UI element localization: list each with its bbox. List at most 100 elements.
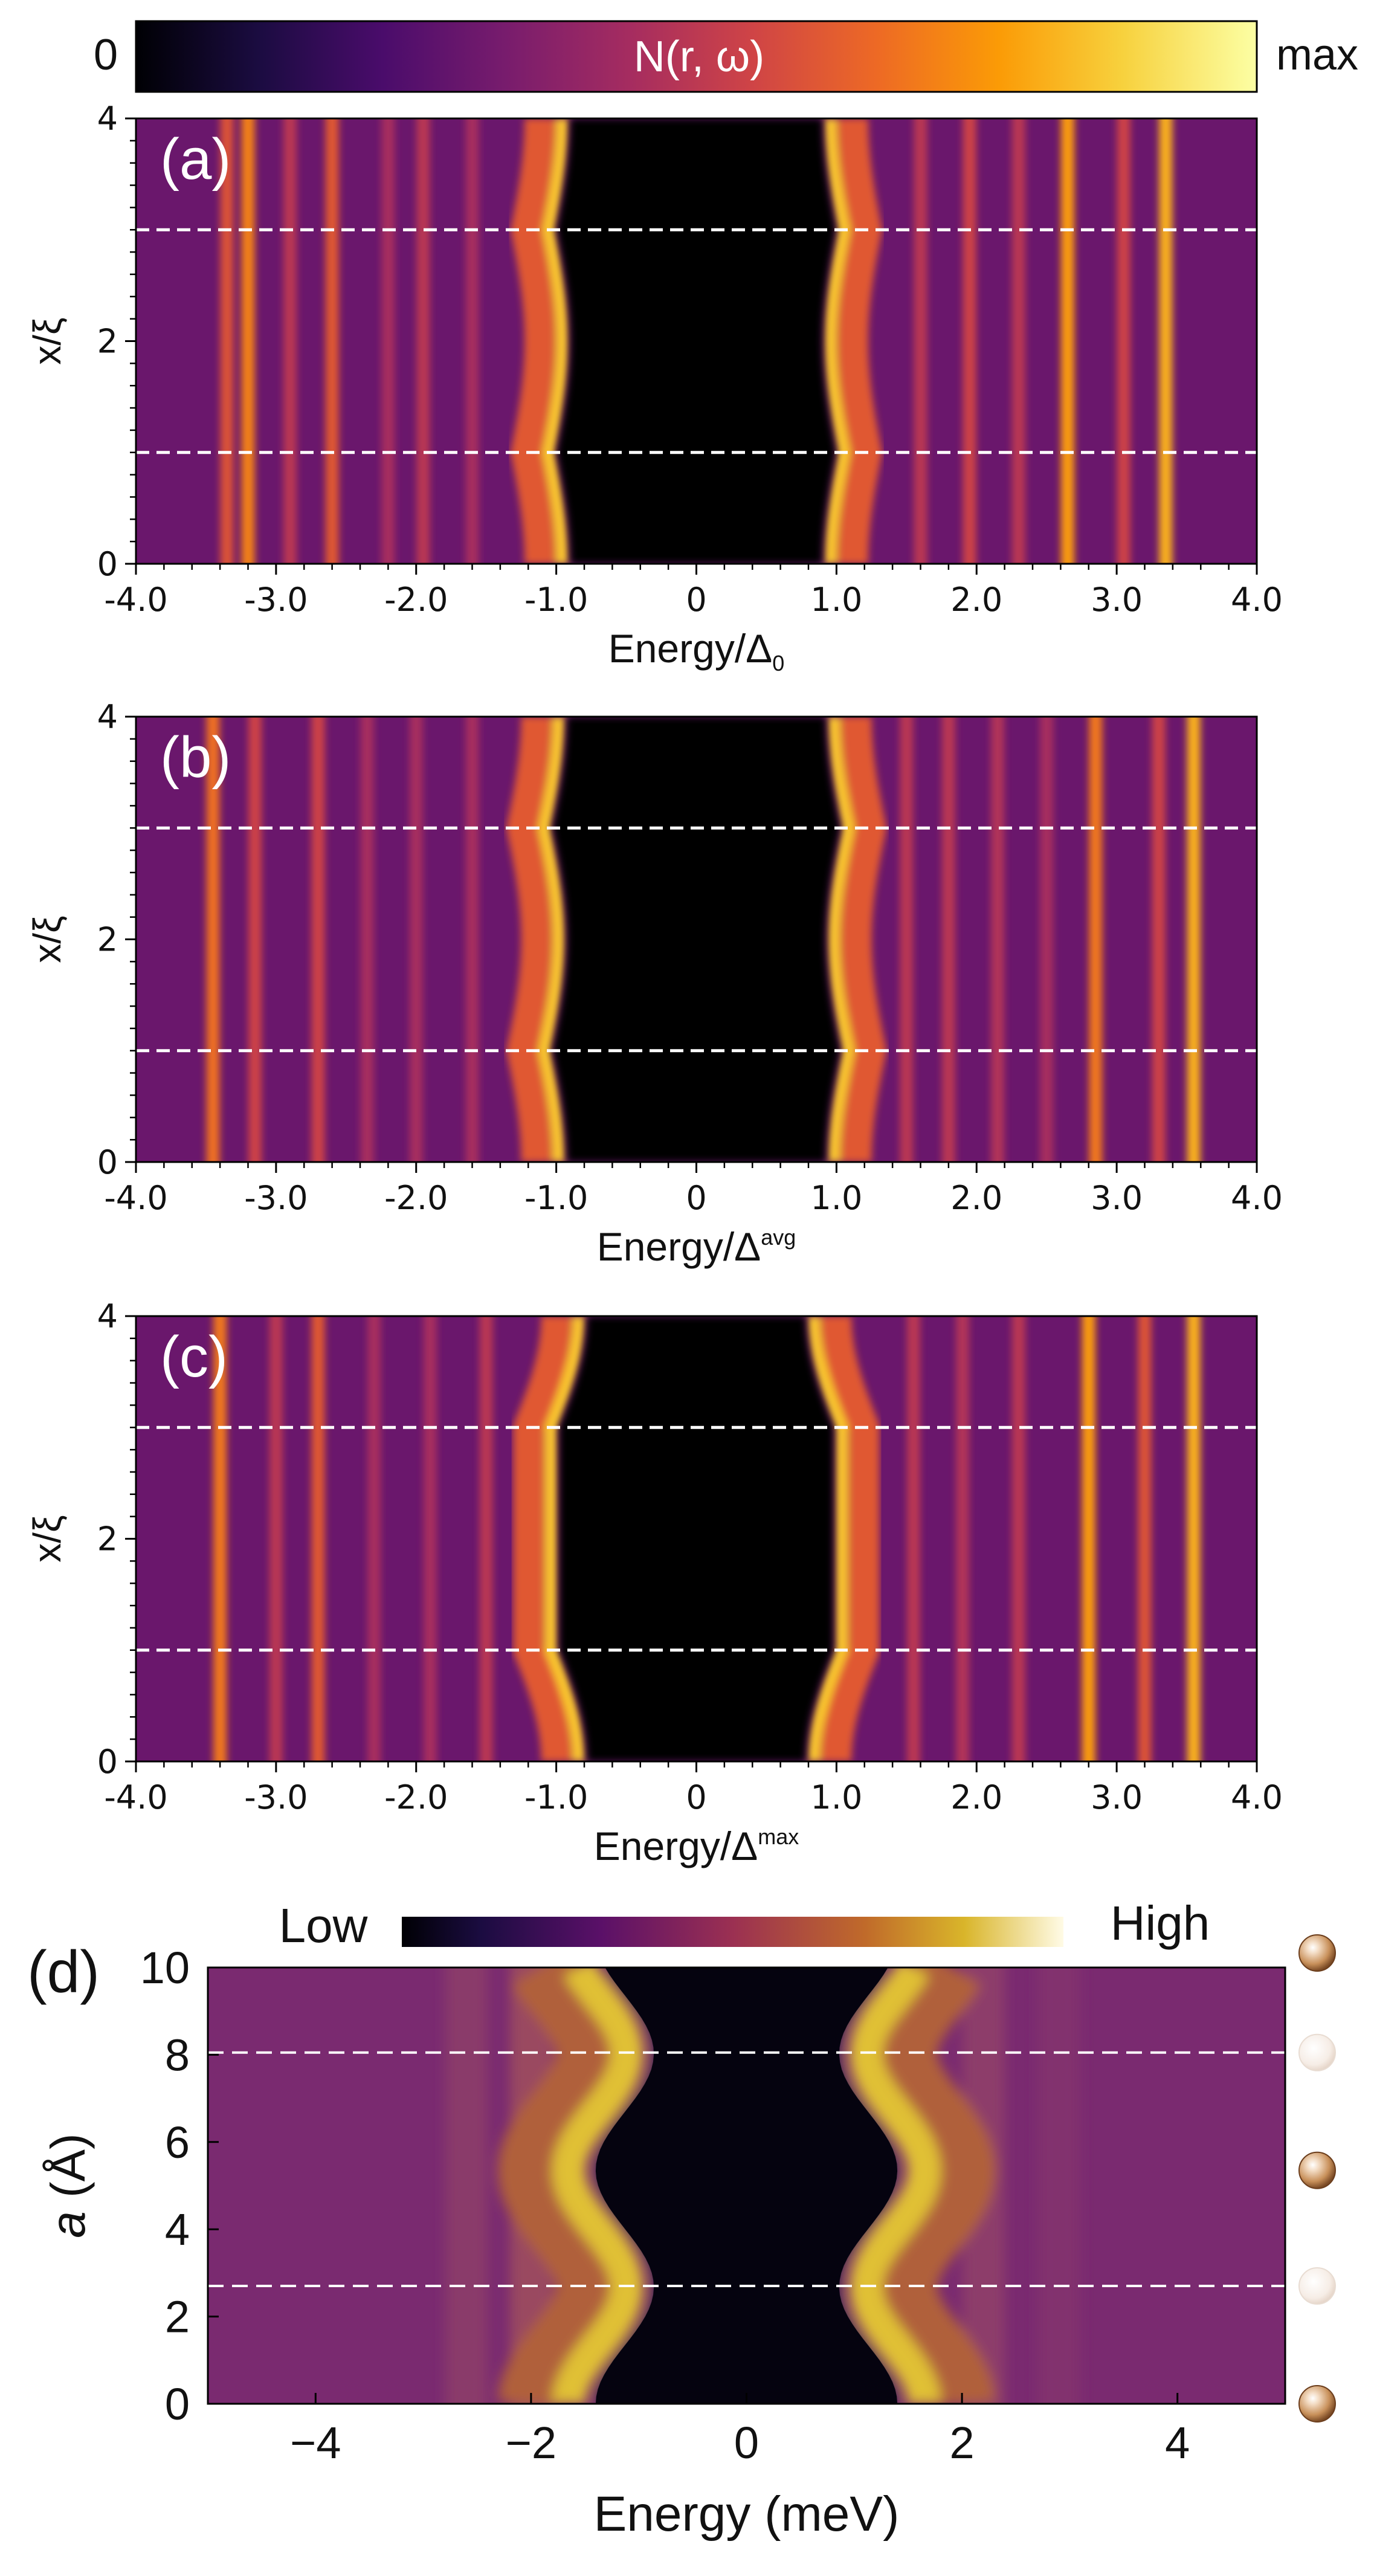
x-axis-title: Energy/Δavg (597, 1224, 796, 1269)
peak-line (1187, 1316, 1201, 1761)
superconducting-gap (595, 1968, 898, 2404)
x-tick-label: -3.0 (244, 1778, 308, 1816)
panel-a: -4.0 -3.0 -2.0 -1.0 0 1.0 2.0 3.0 4.0 0 2 4 x/ξ Energ… (25, 100, 1283, 676)
y-tick-label: 0 (97, 1743, 118, 1781)
top-colorbar-min-label: 0 (94, 31, 118, 79)
x-tick-label: 2 (950, 2418, 975, 2468)
gap-edge-glow (506, 717, 887, 1162)
peak-line (914, 118, 927, 564)
x-tick-label: 4.0 (1231, 1179, 1283, 1217)
x-tick-label: 0 (686, 581, 706, 619)
bottom-colorbar: Low High (279, 1896, 1210, 1952)
y-tick-label: 2 (97, 921, 118, 959)
panel-d: −4 −2 0 2 4 0 2 4 6 8 10 a (Å) Energy (meV) (d) (27, 1934, 1336, 2542)
y-tick-label: 0 (97, 1143, 118, 1181)
x-axis-title-subscript: 0 (772, 651, 784, 676)
panel-label: (b) (160, 725, 231, 790)
atom-icon (1298, 2385, 1336, 2423)
x-axis-title-main: Energy/Δ (608, 626, 773, 671)
coherence-peak-outer (506, 717, 552, 1162)
x-tick-label: -2.0 (384, 581, 448, 619)
peak-line (269, 1316, 283, 1761)
x-tick-label: -1.0 (524, 581, 588, 619)
x-axis-title: Energy (meV) (594, 2487, 900, 2542)
x-tick-label: -2.0 (384, 1179, 448, 1217)
y-axis: 0 2 4 (97, 100, 136, 583)
x-tick-label: 0 (734, 2418, 759, 2468)
coherence-peak-outer (837, 118, 882, 564)
y-axis-title: x/ξ (25, 1515, 69, 1562)
coherence-peak (807, 1316, 849, 1761)
y-tick-label: 4 (97, 100, 118, 138)
y-tick-label: 8 (165, 2030, 190, 2080)
peak-line (941, 717, 955, 1162)
y-tick-label: 2 (97, 323, 118, 361)
x-axis-title-superscript: avg (761, 1225, 796, 1250)
panel-a-heatmap (136, 118, 1257, 564)
peak-line (416, 118, 430, 564)
x-tick-label: -1.0 (524, 1179, 588, 1217)
x-tick-label: 0 (686, 1179, 706, 1217)
x-tick-label: 1.0 (810, 581, 862, 619)
peak-line (479, 1316, 493, 1761)
peak-line (963, 118, 976, 564)
background-band (1037, 1968, 1080, 2404)
x-tick-label: 2.0 (950, 1179, 1002, 1217)
y-tick-label: 0 (165, 2379, 190, 2429)
coherence-peak-outer (870, 1968, 996, 2404)
panel-b-heatmap (136, 717, 1257, 1162)
bottom-colorbar-gradient (402, 1917, 1063, 1947)
atom-icon (1298, 2151, 1336, 2189)
x-tick-label: 2.0 (950, 1778, 1002, 1816)
top-colorbar-gradient (135, 20, 1258, 93)
x-tick-label: 3.0 (1091, 1179, 1143, 1217)
y-tick-label: 0 (97, 545, 118, 583)
peak-line (367, 1316, 381, 1761)
y-axis-title-variable: a (41, 2211, 95, 2238)
atom-column (1298, 1934, 1336, 2423)
coherence-peak (544, 1316, 585, 1761)
x-tick-label: -1.0 (524, 1778, 588, 1816)
superconducting-gap (552, 717, 840, 1162)
gap-edge-glow (513, 1316, 880, 1761)
coherence-peak (537, 717, 566, 1162)
coherence-peak (541, 118, 569, 564)
peak-line (381, 118, 395, 564)
panel-label: (d) (27, 1938, 100, 2005)
y-tick-label: 4 (165, 2204, 190, 2255)
peak-line (1089, 717, 1103, 1162)
peak-line (1040, 717, 1054, 1162)
x-tick-label: 4.0 (1231, 1778, 1283, 1816)
peak-line (1082, 1316, 1095, 1761)
peak-line (248, 717, 262, 1162)
panel-b: -4.0 -3.0 -2.0 -1.0 0 1.0 2.0 3.0 4.0 0 2 4 x/ξ Energ… (25, 698, 1283, 1269)
panel-d-heatmap (208, 1968, 1285, 2404)
coherence-peak (824, 118, 851, 564)
coherence-peak-outer (821, 1316, 880, 1761)
peak-line (423, 1316, 437, 1761)
coherence-peak-outer (513, 1316, 572, 1761)
y-axis: 0 2 4 6 8 10 (140, 1943, 219, 2429)
coherence-peak-outer (511, 118, 555, 564)
panel-label: (a) (160, 127, 231, 192)
peak-line (900, 717, 914, 1162)
peak-line (991, 717, 1005, 1162)
top-colorbar-title: N(r, ω) (634, 33, 764, 81)
x-tick-label: -4.0 (104, 1778, 167, 1816)
peak-line (465, 118, 479, 564)
x-tick-label: -4.0 (104, 581, 167, 619)
x-tick-label: 2.0 (950, 581, 1002, 619)
peak-line (409, 717, 423, 1162)
superconducting-gap (556, 118, 836, 564)
peak-line (465, 717, 479, 1162)
x-axis: -4.0 -3.0 -2.0 -1.0 0 1.0 2.0 3.0 4.0 (104, 1162, 1283, 1217)
y-tick-label: 2 (165, 2292, 190, 2342)
coherence-peak (552, 1968, 644, 2404)
peak-line (1117, 118, 1130, 564)
x-tick-label: 4 (1165, 2418, 1190, 2468)
coherence-peak-outer (497, 1968, 623, 2404)
panel-c-heatmap (136, 1316, 1257, 1761)
atom-faded-icon (1298, 2033, 1336, 2071)
x-axis: -4.0 -3.0 -2.0 -1.0 0 1.0 2.0 3.0 4.0 (104, 564, 1283, 619)
